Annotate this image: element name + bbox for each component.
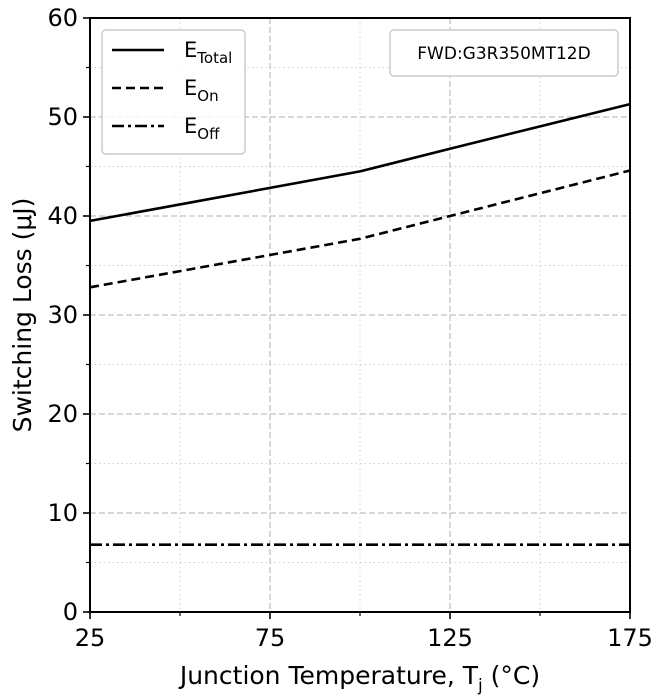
x-axis-label: Junction Temperature, Tj (°C) <box>178 661 540 696</box>
y-axis-label: Switching Loss (μJ) <box>8 198 37 433</box>
y-tick-labels: 0 10 20 30 40 50 60 <box>47 4 78 626</box>
legend-label-on: EOn <box>184 76 219 105</box>
legend-box <box>101 29 246 155</box>
x-tick-labels: 25 75 125 175 <box>75 624 653 652</box>
x-tick-label: 25 <box>75 624 106 652</box>
y-tick-label: 60 <box>47 4 78 32</box>
y-tick-label: 30 <box>47 301 78 329</box>
series-line-e-total <box>89 102 631 223</box>
legend-label-main: E <box>184 114 197 138</box>
legend-label-subscript: Off <box>197 125 220 143</box>
y-tick-label: 40 <box>47 202 78 230</box>
axis-ticks <box>83 17 631 619</box>
x-tick-label: 75 <box>255 624 286 652</box>
annotation-box <box>389 29 619 77</box>
y-tick-label: 50 <box>47 103 78 131</box>
y-tick-label: 10 <box>47 499 78 527</box>
legend-label-total: ETotal <box>184 38 232 67</box>
x-axis-label-subscript: j <box>477 676 483 696</box>
x-tick-label: 125 <box>427 624 473 652</box>
device-annotation: FWD:G3R350MT12D <box>389 29 619 77</box>
x-tick-label: 175 <box>607 624 653 652</box>
x-axis-label-unit: (°C) <box>483 661 540 690</box>
series-line-e-on <box>89 169 631 289</box>
legend-label-main: E <box>184 76 197 100</box>
legend-label-main: E <box>184 38 197 62</box>
y-tick-label: 0 <box>63 598 78 626</box>
legend-label-subscript: On <box>197 87 218 105</box>
x-axis-label-main: Junction Temperature, T <box>178 661 479 690</box>
y-tick-label: 20 <box>47 400 78 428</box>
legend-label-subscript: Total <box>196 49 232 67</box>
series-lines <box>89 102 631 547</box>
legend-label-off: EOff <box>184 114 220 143</box>
annotation-text: FWD:G3R350MT12D <box>417 44 590 64</box>
